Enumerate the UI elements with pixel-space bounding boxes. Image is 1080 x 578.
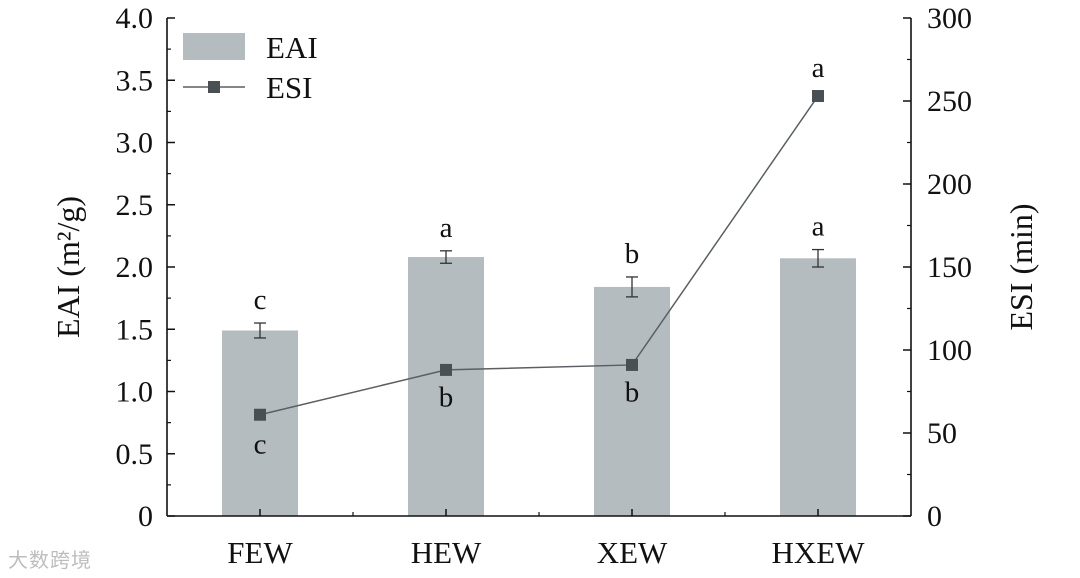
- right-tick-label: 200: [927, 168, 972, 201]
- esi-point-xew: [626, 358, 638, 371]
- esi-significance-hxew: a: [812, 52, 825, 84]
- legend-esi-label: ESI: [266, 70, 313, 105]
- eai-bar-hxew: [780, 258, 856, 516]
- left-tick-label: 4.0: [116, 2, 154, 35]
- x-tick-label-xew: XEW: [597, 535, 668, 570]
- right-tick-label: 100: [927, 334, 972, 367]
- right-tick-label: 0: [927, 500, 942, 533]
- left-tick-label: 1.0: [116, 376, 154, 409]
- x-tick-label-hxew: HXEW: [772, 535, 866, 570]
- left-tick-label: 2.0: [116, 251, 154, 284]
- legend-esi-marker: [208, 81, 220, 93]
- right-tick-label: 150: [927, 251, 972, 284]
- x-tick-label-hew: HEW: [411, 535, 482, 570]
- right-tick-label: 300: [927, 2, 972, 35]
- left-tick-label: 2.5: [116, 189, 154, 222]
- left-tick-label: 3.0: [116, 127, 154, 160]
- eai-bars: [222, 248, 856, 516]
- eai-bar-hew: [408, 257, 484, 516]
- eai-significance-few: c: [254, 284, 267, 316]
- esi-point-hxew: [812, 90, 824, 103]
- axes: 0 0.5 1.0 1.5 2.0 2.5 3.0 3.5 4.0 0 50 100 150 200 250…: [50, 2, 1039, 570]
- x-tick-label-few: FEW: [227, 535, 293, 570]
- right-tick-label: 50: [927, 417, 957, 450]
- left-tick-label: 3.5: [116, 64, 154, 97]
- esi-point-few: [254, 408, 266, 421]
- legend: EAI ESI: [183, 30, 318, 105]
- left-tick-label: 1.5: [116, 313, 154, 346]
- eai-significance-hxew: a: [812, 211, 825, 243]
- esi-point-hew: [440, 363, 452, 376]
- left-tick-label: 0: [138, 500, 153, 533]
- legend-eai-label: EAI: [266, 30, 318, 65]
- right-tick-label: 250: [927, 85, 972, 118]
- eai-bar-few: [222, 330, 298, 516]
- left-axis-title: EAI (m²/g): [50, 196, 86, 338]
- right-axis-title: ESI (min): [1003, 203, 1039, 330]
- watermark-text: 大数跨境: [8, 548, 92, 572]
- esi-significance-few: c: [254, 429, 267, 461]
- significance-labels: c a b a c b b a: [254, 52, 825, 461]
- left-tick-label: 0.5: [116, 438, 154, 471]
- esi-line: [254, 90, 824, 421]
- eai-significance-xew: b: [625, 238, 640, 270]
- legend-eai-swatch: [183, 33, 245, 60]
- eai-bar-xew: [594, 286, 670, 516]
- eai-significance-hew: a: [440, 212, 453, 244]
- eai-errorbar-hxew: [812, 248, 824, 268]
- eai-errorbar-xew: [626, 276, 638, 298]
- eai-errorbar-hew: [440, 250, 452, 264]
- esi-significance-xew: b: [625, 376, 640, 408]
- esi-significance-hew: b: [439, 381, 454, 413]
- esi-series-line: [259, 95, 819, 416]
- eai-errorbar-few: [254, 322, 266, 339]
